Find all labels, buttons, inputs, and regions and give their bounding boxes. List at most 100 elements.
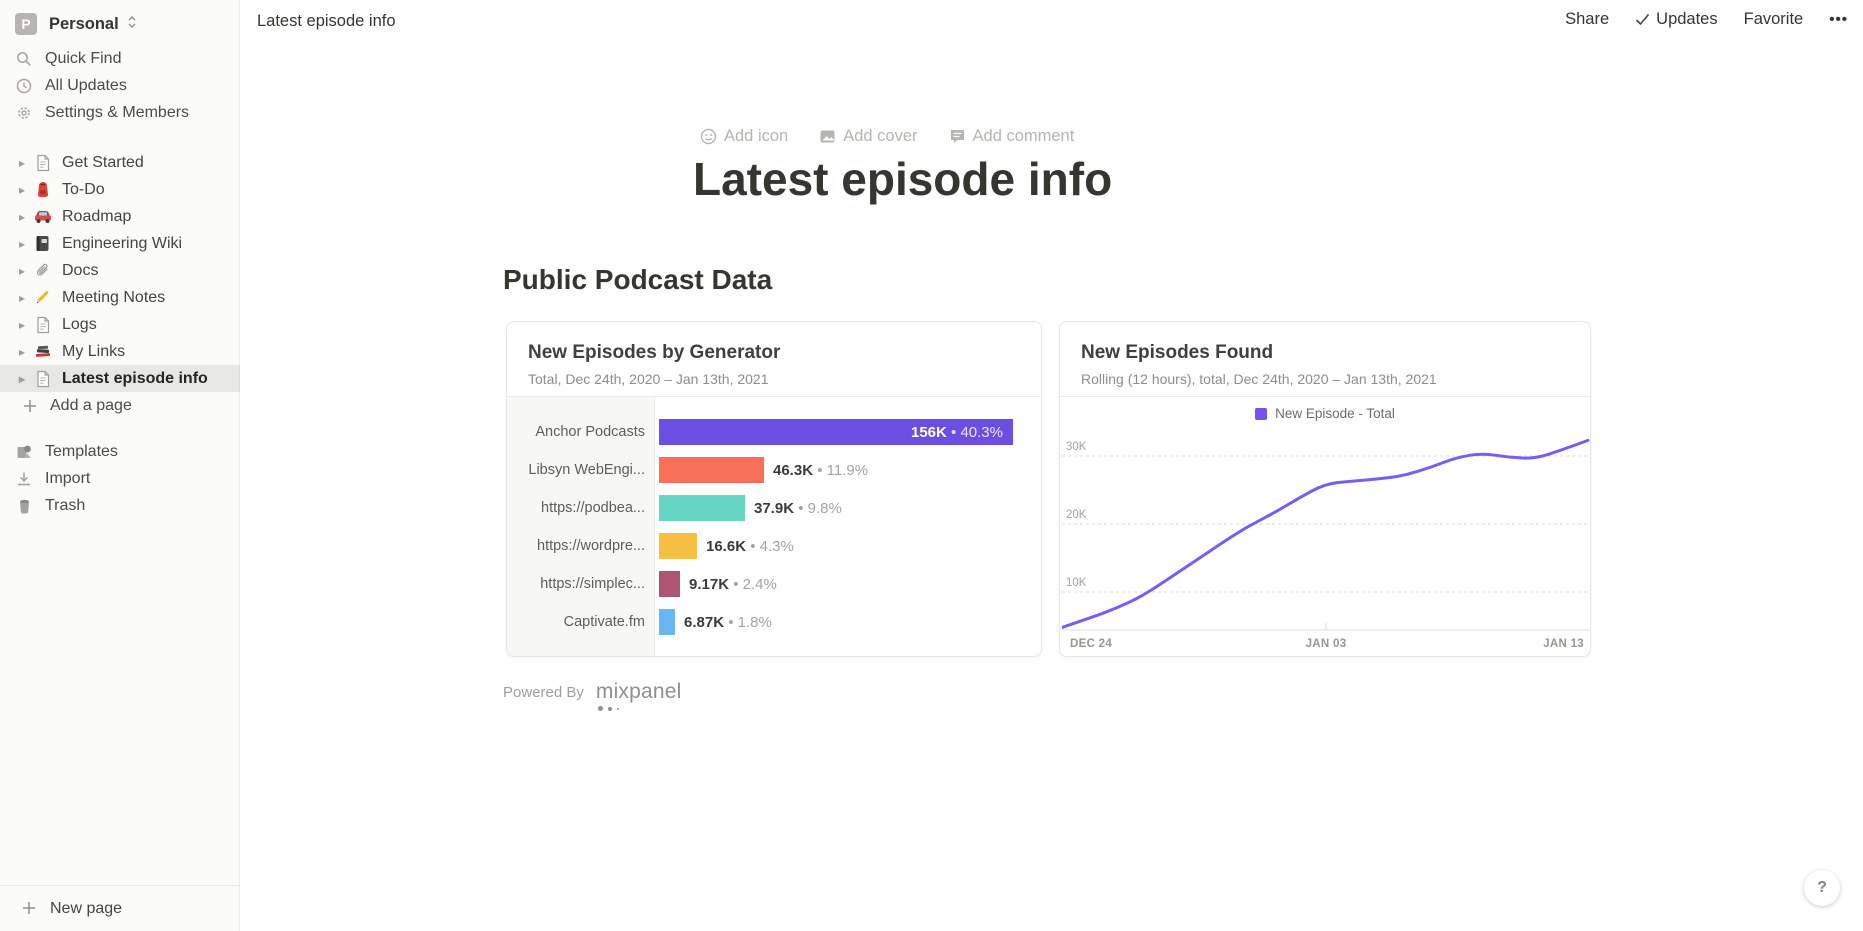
powered-by[interactable]: Powered By mixpanel [503,680,682,711]
sidebar-page-label: Engineering Wiki [62,234,183,252]
topbar-actions: Share Updates Favorite ••• [1565,10,1848,29]
expand-toggle-icon[interactable]: ▸ [19,371,26,386]
updates-button[interactable]: Updates [1635,10,1718,29]
bar-label-column [507,397,655,656]
svg-text:DEC 24: DEC 24 [1070,638,1112,650]
clock-icon [15,77,33,95]
sidebar-item-all-updates[interactable]: All Updates [0,72,240,99]
doc-icon [33,153,52,172]
question-icon: ? [1817,879,1827,896]
sidebar-page-label: Roadmap [62,207,132,225]
expand-toggle-icon[interactable]: ▸ [19,317,26,332]
comment-icon [950,130,964,143]
bar-row-2: https://podbea... 37.9K • 9.8% [507,489,1041,527]
expand-toggle-icon[interactable]: ▸ [19,236,26,251]
bar-row-4: https://simplec... 9.17K • 2.4% [507,565,1041,603]
bar[interactable] [659,457,764,483]
updates-label: Updates [1656,10,1718,28]
bar[interactable] [659,495,745,521]
legend-label: New Episode - Total [1275,406,1395,421]
emoji-icon [700,128,717,145]
sidebar-page-my-links[interactable]: ▸ My Links [0,338,240,365]
workspace-avatar: P [15,13,37,35]
expand-toggle-icon[interactable]: ▸ [19,290,26,305]
sidebar-item-templates[interactable]: Templates [0,438,240,465]
add-icon-button[interactable]: Add icon [700,127,788,146]
sidebar-page-engineering-wiki[interactable]: ▸ Engineering Wiki [0,230,240,257]
plus-icon [21,900,39,918]
line-chart-legend: New Episode - Total [1060,406,1590,421]
sidebar-item-settings-members[interactable]: Settings & Members [0,99,240,126]
import-icon [15,470,33,488]
doc-icon [33,369,52,388]
sidebar-item-trash[interactable]: Trash [0,492,240,519]
page-actions: Add icon Add cover Add comment [700,127,1074,146]
bar-value-label: 37.9K • 9.8% [754,499,842,517]
bar[interactable] [659,533,697,559]
bar-rows: Anchor Podcasts 156K • 40.3% Libsyn WebEng… [507,397,1041,656]
sidebar-page-logs[interactable]: ▸ Logs [0,311,240,338]
share-button[interactable]: Share [1565,10,1610,28]
bar-row-1: Libsyn WebEngi... 46.3K • 11.9% [507,451,1041,489]
bar[interactable] [659,571,680,597]
breadcrumb[interactable]: Latest episode info [257,12,396,30]
sidebar-page-label: My Links [62,342,126,360]
help-button[interactable]: ? [1804,870,1840,906]
bar-category-label: https://simplec... [540,576,645,592]
search-icon [15,50,33,68]
new-page-button[interactable]: New page [0,885,240,931]
new-page-label: New page [50,899,123,917]
line-chart-title: New Episodes Found [1081,342,1274,363]
bar-category-label: Captivate.fm [563,614,645,630]
bar[interactable] [659,609,675,635]
bar-value-label: 156K • 40.3% [910,423,1003,441]
sidebar-page-roadmap[interactable]: ▸ Roadmap [0,203,240,230]
sidebar-page-meeting-notes[interactable]: ▸ Meeting Notes [0,284,240,311]
favorite-button[interactable]: Favorite [1743,10,1804,28]
workspace-switcher[interactable]: P Personal [0,8,240,40]
bar-category-label: https://wordpre... [537,538,645,554]
more-options-icon[interactable]: ••• [1829,11,1848,28]
sidebar-page-label: To-Do [62,180,105,198]
powered-by-label: Powered By [503,683,584,701]
sidebar-page-latest-episode-info[interactable]: ▸ Latest episode info [0,365,240,392]
expand-toggle-icon[interactable]: ▸ [19,209,26,224]
sidebar-page-label: Docs [62,261,99,279]
paperclip-icon [33,261,52,280]
sidebar-page-get-started[interactable]: ▸ Get Started [0,149,240,176]
sidebar-pages-nav: ▸ Get Started ▸ To-Do ▸ Roadmap ▸ Engineering W… [0,149,240,419]
page-title: Latest episode info [693,153,1113,205]
line-chart-header: New Episodes Found Rolling (12 hours), t… [1060,322,1590,387]
pencil-icon [33,288,52,307]
add-page-button[interactable]: Add a page [0,392,240,419]
sidebar-item-import[interactable]: Import [0,465,240,492]
check-icon [1636,13,1650,26]
expand-toggle-icon[interactable]: ▸ [19,182,26,197]
expand-toggle-icon[interactable]: ▸ [19,263,26,278]
expand-toggle-icon[interactable]: ▸ [19,344,26,359]
sidebar-item-label: Import [45,469,91,487]
legend-swatch [1255,407,1268,420]
line-chart-area: New Episode - Total 10K 20K 30K DEC 24 JAN 0… [1060,396,1590,656]
sidebar-item-label: Quick Find [45,49,122,67]
sidebar-item-label: Settings & Members [45,103,190,121]
bar-chart-area: Anchor Podcasts 156K • 40.3% Libsyn WebEng… [507,396,1041,656]
bar-category-label: https://podbea... [541,500,645,516]
sidebar-item-quick-find[interactable]: Quick Find [0,45,240,72]
templates-icon [15,443,33,461]
add-icon-label: Add icon [724,127,789,145]
sidebar-page-to-do[interactable]: ▸ To-Do [0,176,240,203]
add-comment-button[interactable]: Add comment [949,127,1074,146]
svg-text:30K: 30K [1066,441,1087,453]
line-plot: 10K 20K 30K DEC 24 JAN 03 JAN 13 [1062,438,1590,650]
sidebar: P Personal Quick Find All Updates Settings… [0,0,240,931]
bar-value-label: 9.17K • 2.4% [689,575,777,593]
sidebar-page-docs[interactable]: ▸ Docs [0,257,240,284]
expand-toggle-icon[interactable]: ▸ [19,155,26,170]
bar[interactable] [659,419,1013,445]
plus-icon [21,397,39,415]
workspace-name: Personal [49,14,119,33]
svg-text:JAN 03: JAN 03 [1306,638,1347,650]
car-icon [33,207,52,226]
add-cover-button[interactable]: Add cover [819,127,918,146]
